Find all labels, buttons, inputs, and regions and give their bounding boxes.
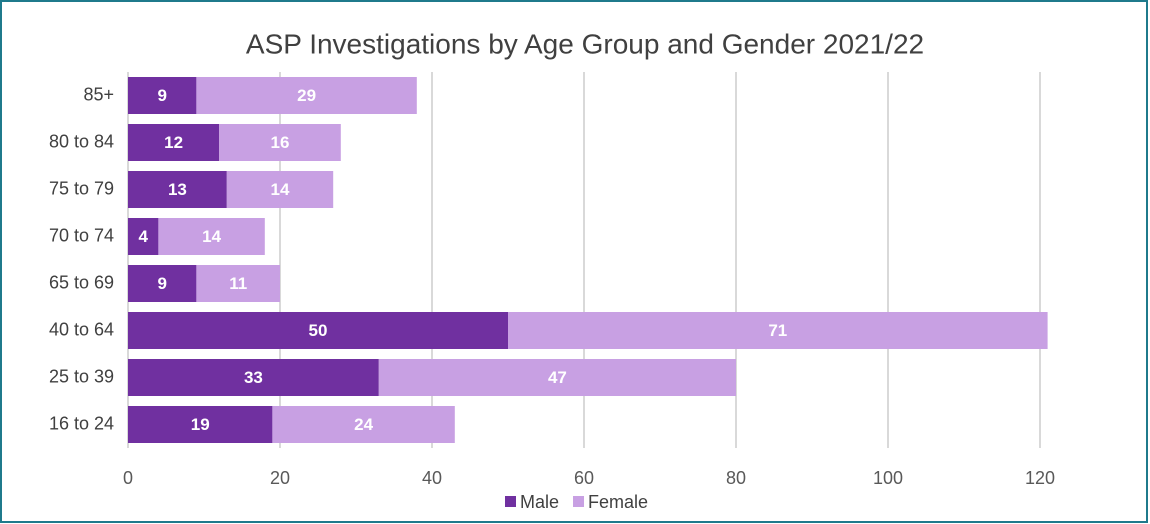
data-label: 13 bbox=[168, 180, 187, 199]
data-label: 11 bbox=[229, 274, 247, 293]
data-label: 9 bbox=[157, 274, 166, 293]
y-tick-label: 16 to 24 bbox=[49, 413, 114, 433]
bar-segment bbox=[128, 312, 508, 349]
data-label: 16 bbox=[271, 133, 290, 152]
bar-segment bbox=[128, 124, 220, 161]
y-tick-label: 80 to 84 bbox=[49, 131, 114, 151]
bar-segment bbox=[508, 312, 1048, 349]
y-tick-label: 65 to 69 bbox=[49, 272, 114, 292]
x-tick-label: 100 bbox=[873, 468, 903, 488]
data-label: 24 bbox=[354, 415, 373, 434]
data-label: 14 bbox=[271, 180, 290, 199]
y-tick-label: 40 to 64 bbox=[49, 319, 114, 339]
x-tick-label: 20 bbox=[270, 468, 290, 488]
x-tick-label: 40 bbox=[422, 468, 442, 488]
y-tick-label: 70 to 74 bbox=[49, 225, 114, 245]
y-tick-label: 85+ bbox=[83, 84, 114, 104]
y-tick-label: 25 to 39 bbox=[49, 366, 114, 386]
data-label: 71 bbox=[768, 321, 787, 340]
data-label: 50 bbox=[309, 321, 328, 340]
legend-swatch bbox=[573, 496, 585, 507]
bar-segment bbox=[128, 77, 197, 114]
data-label: 4 bbox=[138, 227, 148, 246]
bar-segment bbox=[196, 77, 417, 114]
data-label: 19 bbox=[191, 415, 210, 434]
x-tick-label: 120 bbox=[1025, 468, 1055, 488]
data-label: 12 bbox=[164, 133, 183, 152]
legend-label: Female bbox=[588, 492, 648, 512]
bar-segment bbox=[226, 171, 334, 208]
data-label: 9 bbox=[157, 86, 166, 105]
data-label: 29 bbox=[297, 86, 316, 105]
bar-segment bbox=[128, 171, 227, 208]
bar-segment bbox=[196, 265, 280, 302]
bar-segment bbox=[158, 218, 265, 255]
chart-title: ASP Investigations by Age Group and Gend… bbox=[246, 28, 924, 59]
bar-segment bbox=[128, 359, 379, 396]
bar-segment bbox=[272, 406, 455, 443]
x-tick-label: 60 bbox=[574, 468, 594, 488]
data-label: 14 bbox=[202, 227, 221, 246]
bar-segment bbox=[219, 124, 341, 161]
x-tick-label: 80 bbox=[726, 468, 746, 488]
bar-segment bbox=[128, 265, 197, 302]
bar-segment bbox=[128, 218, 159, 255]
legend-label: Male bbox=[520, 492, 559, 512]
bar-segment bbox=[128, 406, 273, 443]
x-tick-label: 0 bbox=[123, 468, 133, 488]
y-tick-label: 75 to 79 bbox=[49, 178, 114, 198]
data-label: 47 bbox=[548, 368, 567, 387]
bar-segment bbox=[378, 359, 736, 396]
legend-swatch bbox=[505, 496, 516, 507]
data-label: 33 bbox=[244, 368, 263, 387]
